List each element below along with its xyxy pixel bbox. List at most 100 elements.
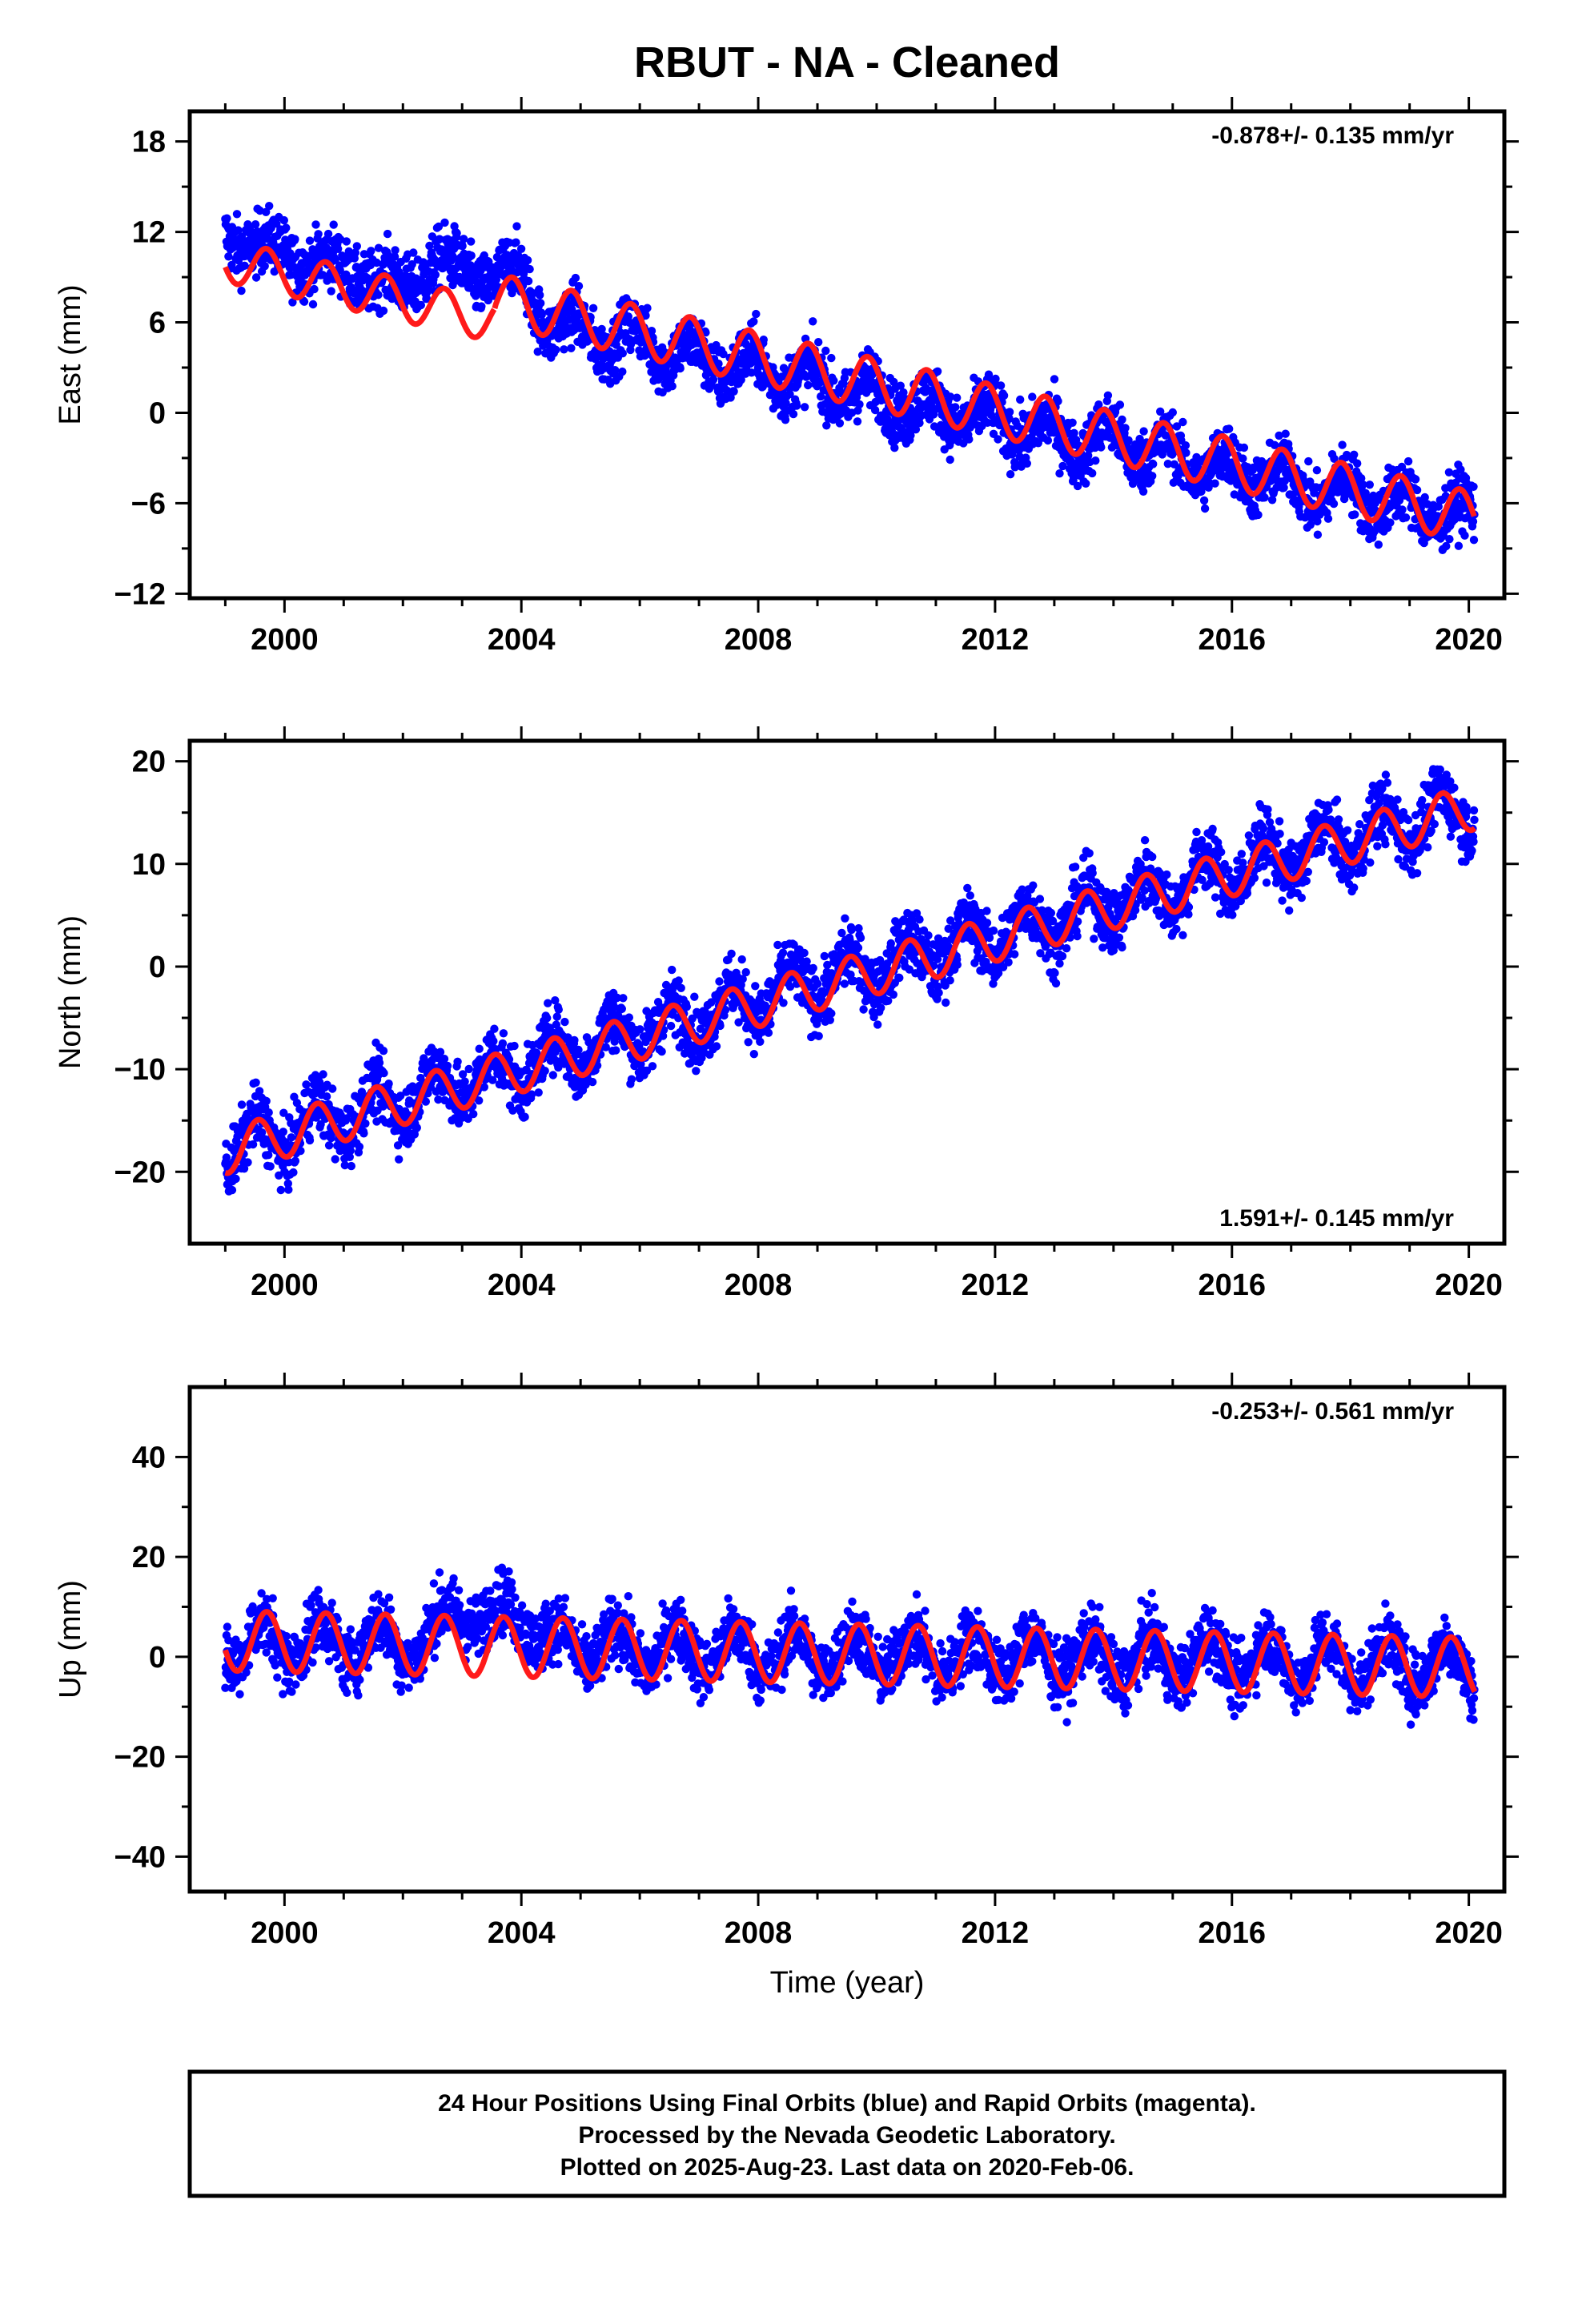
- data-point: [1178, 417, 1187, 427]
- data-point: [921, 384, 930, 392]
- data-point: [1005, 414, 1014, 423]
- data-point: [328, 1084, 337, 1093]
- data-point: [624, 1013, 633, 1022]
- chart-title: RBUT - NA - Cleaned: [634, 38, 1060, 86]
- data-point: [540, 1067, 549, 1076]
- data-point: [310, 284, 319, 294]
- data-point: [814, 338, 823, 347]
- data-point: [781, 416, 790, 424]
- data-point: [379, 306, 388, 316]
- data-point: [727, 949, 736, 959]
- data-point: [597, 324, 606, 334]
- data-point: [525, 264, 534, 274]
- data-point: [469, 1109, 478, 1119]
- east-points: [221, 202, 1479, 554]
- data-point: [287, 1133, 296, 1142]
- data-point: [1156, 407, 1165, 416]
- data-point: [288, 298, 297, 307]
- data-point: [243, 1158, 252, 1167]
- data-point: [934, 988, 943, 997]
- data-point: [1350, 450, 1359, 459]
- data-point: [749, 317, 758, 326]
- data-point: [1200, 504, 1210, 513]
- data-point: [692, 1067, 701, 1076]
- data-point: [1444, 468, 1454, 476]
- data-point: [237, 286, 246, 296]
- data-point: [792, 401, 801, 410]
- data-point: [279, 1108, 288, 1117]
- data-point: [560, 1017, 569, 1027]
- data-point: [588, 1077, 597, 1087]
- data-point: [302, 1080, 311, 1089]
- data-point: [1088, 468, 1097, 478]
- data-point: [523, 255, 532, 265]
- data-point: [434, 222, 444, 231]
- data-point: [264, 1108, 273, 1117]
- data-point: [265, 202, 274, 211]
- data-point: [1022, 459, 1032, 468]
- data-point: [837, 928, 846, 938]
- data-point: [822, 421, 831, 430]
- data-point: [627, 1075, 636, 1084]
- data-point: [296, 1146, 305, 1156]
- data-point: [443, 1061, 452, 1071]
- data-point: [1006, 470, 1015, 479]
- data-point: [747, 368, 756, 377]
- data-point: [355, 1142, 364, 1152]
- data-point: [282, 223, 291, 232]
- data-point: [318, 271, 327, 279]
- data-point: [534, 1088, 543, 1097]
- data-point: [719, 349, 728, 359]
- data-point: [1121, 424, 1130, 432]
- data-point: [1342, 450, 1351, 460]
- data-point: [1148, 472, 1157, 480]
- data-point: [552, 345, 560, 354]
- data-point: [618, 349, 627, 358]
- data-point: [777, 372, 786, 381]
- data-point: [1460, 531, 1469, 540]
- data-point: [737, 376, 745, 384]
- data-point: [567, 344, 576, 352]
- east-rate-label: -0.878+/- 0.135 mm/yr: [1211, 123, 1454, 149]
- data-point: [1181, 441, 1191, 450]
- data-point: [574, 1045, 583, 1055]
- data-point: [251, 1078, 260, 1088]
- data-point: [1091, 456, 1100, 465]
- data-point: [1281, 429, 1290, 438]
- data-point: [1353, 459, 1362, 468]
- data-point: [499, 1029, 508, 1038]
- data-point: [289, 1168, 298, 1177]
- x-tick-label: 2000: [251, 623, 319, 657]
- data-point: [809, 317, 817, 326]
- y-tick-label: −6: [131, 487, 166, 521]
- data-point: [752, 309, 761, 319]
- data-point: [1082, 479, 1090, 488]
- y-tick-label: 12: [132, 216, 166, 250]
- data-point: [412, 1124, 421, 1132]
- data-point: [342, 237, 351, 246]
- data-point: [1434, 502, 1443, 511]
- data-point: [946, 455, 954, 464]
- data-point: [240, 261, 249, 270]
- data-point: [322, 1092, 331, 1101]
- data-point: [1182, 448, 1191, 457]
- data-point: [829, 376, 838, 385]
- data-point: [1469, 536, 1479, 545]
- data-point: [1058, 461, 1067, 471]
- data-point: [930, 422, 939, 431]
- data-point: [800, 948, 809, 958]
- data-point: [351, 248, 359, 257]
- data-point: [690, 992, 699, 1001]
- data-point: [1441, 484, 1450, 493]
- data-point: [1239, 443, 1249, 452]
- data-point: [467, 251, 476, 260]
- data-point: [886, 939, 896, 948]
- data-point: [1073, 481, 1082, 491]
- data-point: [1386, 518, 1395, 527]
- data-point: [996, 381, 1006, 390]
- data-point: [520, 1112, 529, 1121]
- data-point: [942, 998, 950, 1007]
- north-points: [221, 765, 1479, 1196]
- data-point: [367, 247, 375, 255]
- x-tick-label: 2016: [1198, 623, 1266, 657]
